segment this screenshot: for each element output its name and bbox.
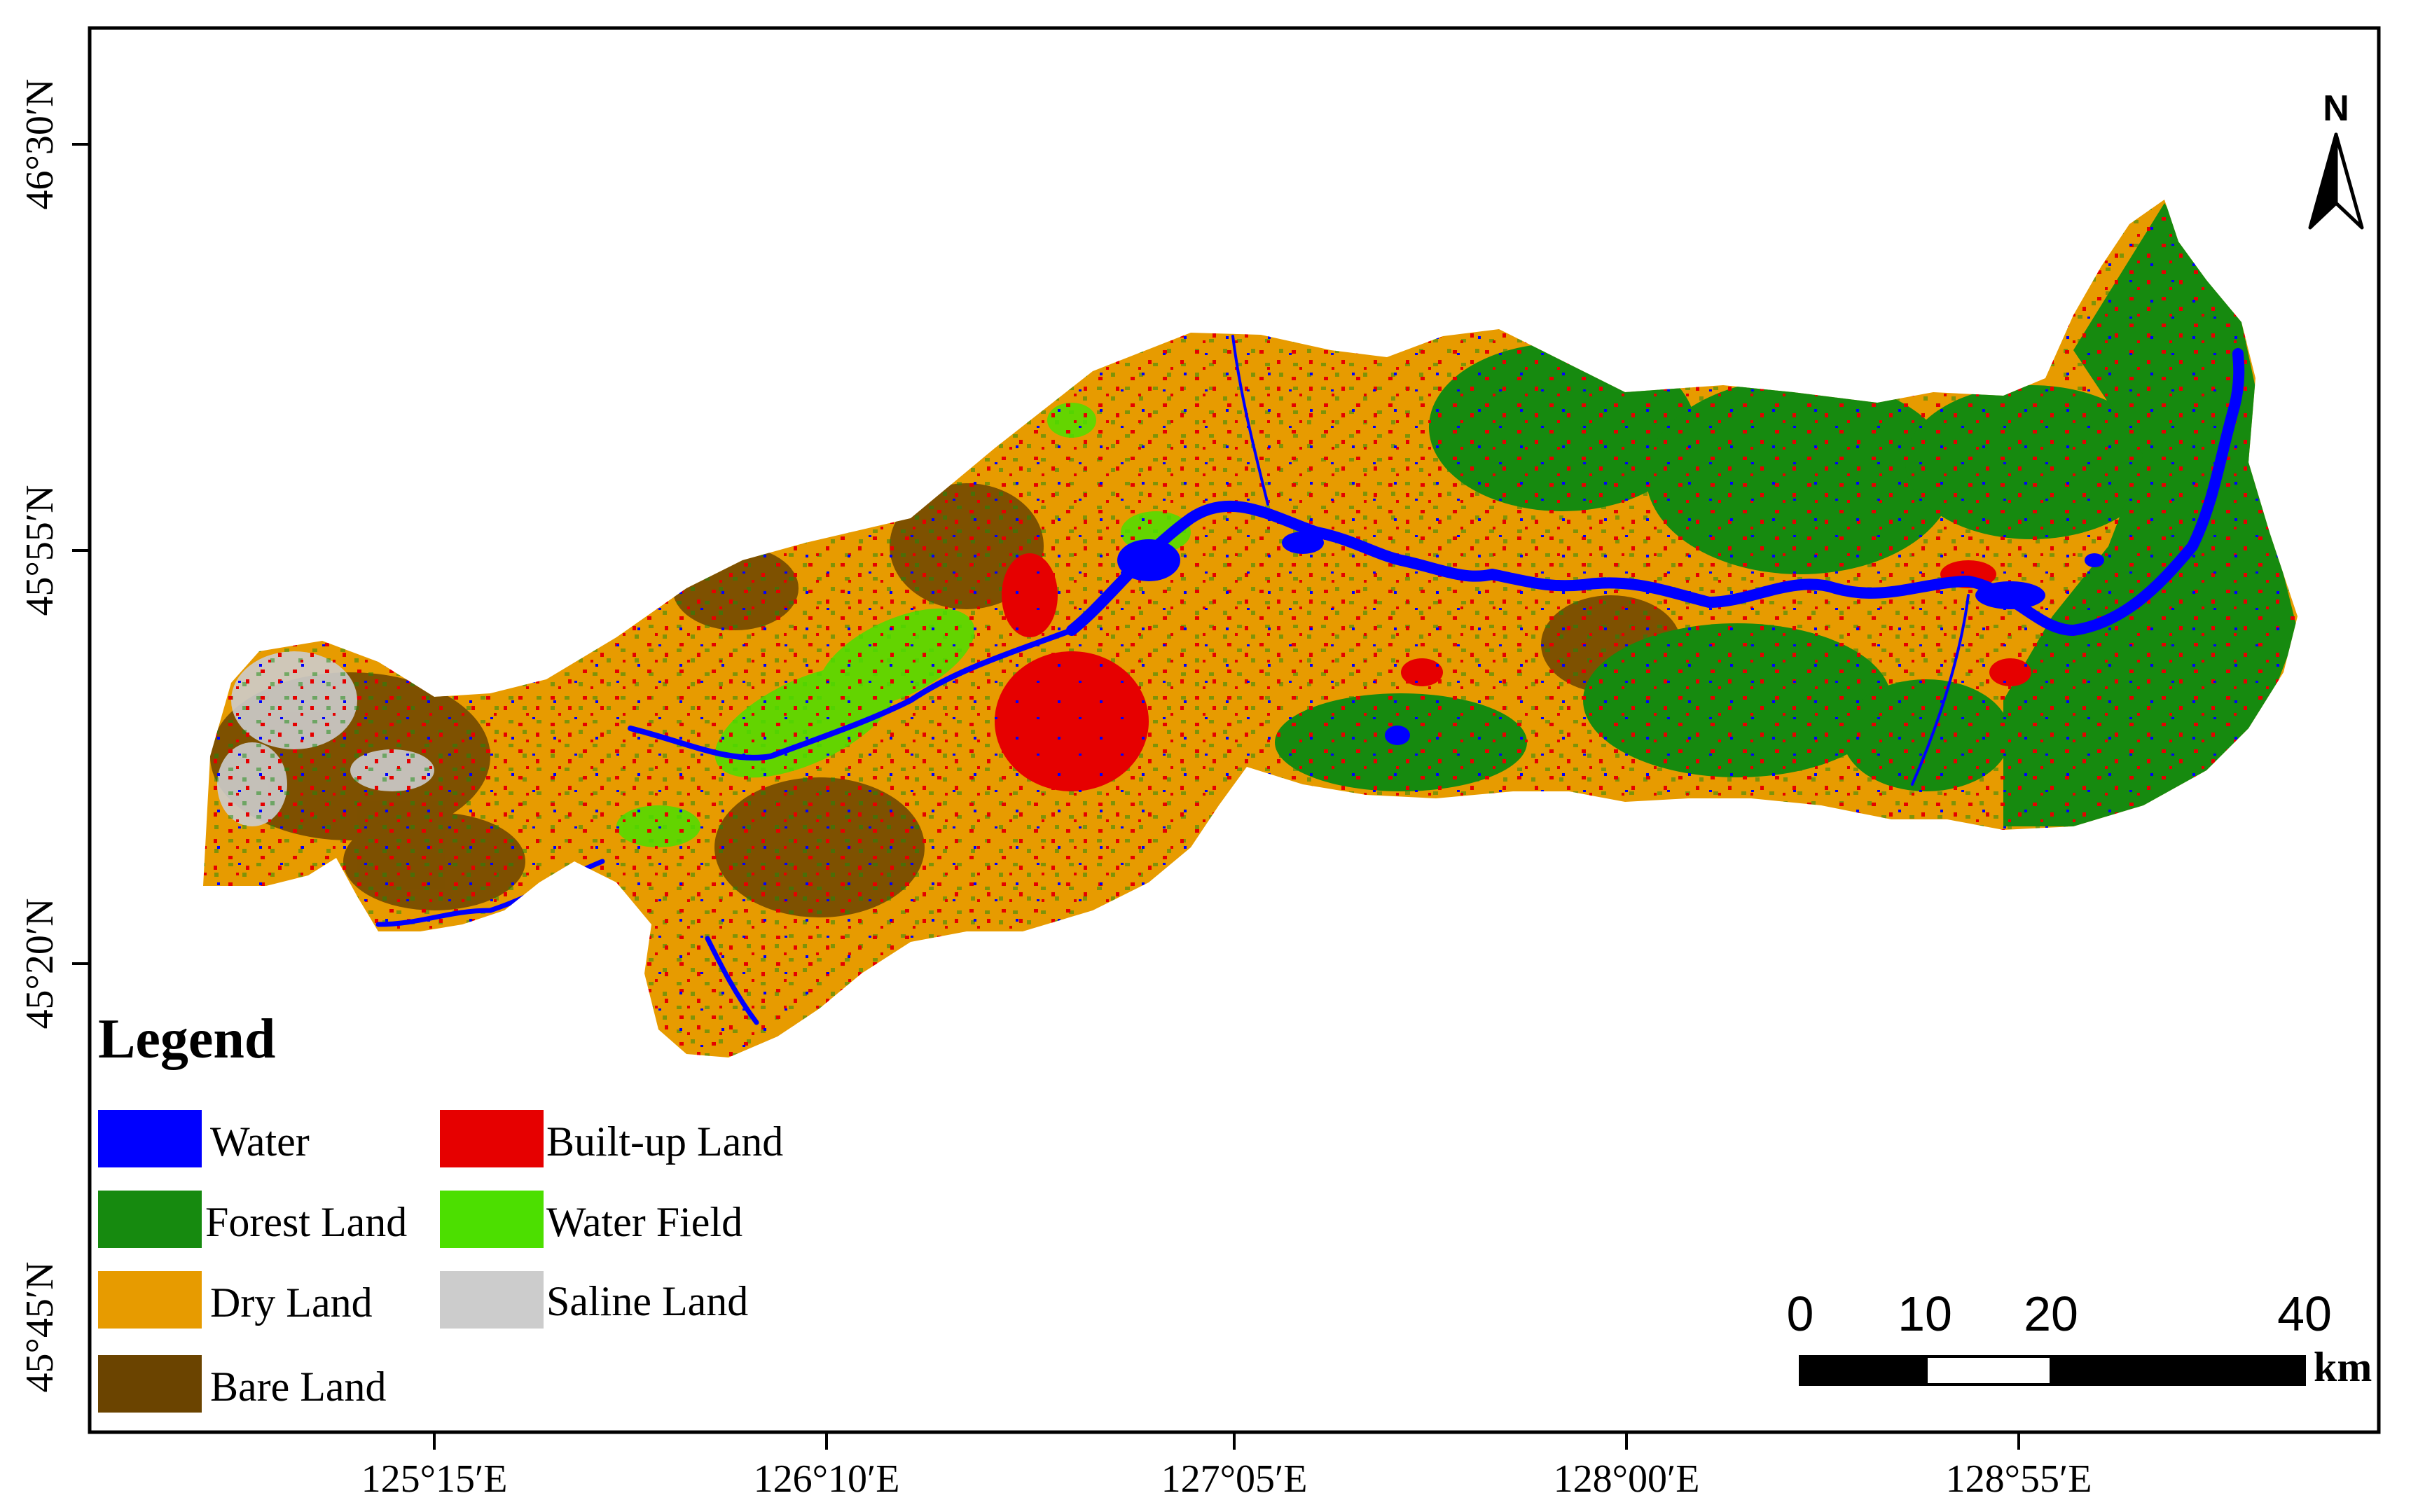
legend-item-bare-land: Bare Land bbox=[98, 1355, 387, 1413]
legend-swatch bbox=[440, 1110, 544, 1167]
scale-tick-label: 0 bbox=[1787, 1286, 1814, 1341]
legend-item-saline-land: Saline Land bbox=[440, 1271, 748, 1329]
y-axis-labels: 46°30′N 45°55′N 45°20′N 45°45′N bbox=[18, 78, 62, 1392]
x-tick-label: 126°10′E bbox=[754, 1457, 900, 1501]
legend-label: Water Field bbox=[546, 1199, 742, 1245]
river-network bbox=[375, 335, 2245, 1025]
x-tick-label: 128°00′E bbox=[1554, 1457, 1700, 1501]
legend-label: Built-up Land bbox=[546, 1118, 783, 1165]
legend-swatch bbox=[98, 1355, 202, 1413]
legend-label: Water bbox=[210, 1118, 310, 1165]
lakes bbox=[1117, 532, 2104, 745]
y-tick-label: 45°20′N bbox=[18, 898, 62, 1029]
scale-segment bbox=[2050, 1355, 2306, 1386]
legend-swatch bbox=[98, 1271, 202, 1329]
legend-item-forest-land: Forest Land bbox=[98, 1191, 407, 1248]
y-tick-label: 45°45′N bbox=[18, 1261, 62, 1392]
legend-swatch bbox=[98, 1191, 202, 1248]
x-tick-label: 125°15′E bbox=[361, 1457, 508, 1501]
legend-swatch bbox=[98, 1110, 202, 1167]
scale-bar: 0 10 20 40 km bbox=[1787, 1286, 2372, 1390]
legend-title: Legend bbox=[98, 1008, 275, 1070]
scale-segment bbox=[1925, 1355, 2052, 1386]
legend-swatch bbox=[440, 1271, 544, 1329]
legend-label: Bare Land bbox=[210, 1364, 387, 1410]
x-tick-label: 128°55′E bbox=[1946, 1457, 2092, 1501]
legend-label: Saline Land bbox=[546, 1278, 748, 1324]
scale-unit: km bbox=[2314, 1344, 2372, 1390]
scale-tick-label: 10 bbox=[1898, 1286, 1952, 1341]
legend-item-built-up-land: Built-up Land bbox=[440, 1110, 783, 1167]
x-tick-label: 127°05′E bbox=[1161, 1457, 1308, 1501]
x-axis-labels: 125°15′E 126°10′E 127°05′E 128°00′E 128°… bbox=[361, 1457, 2092, 1501]
legend-item-water: Water bbox=[98, 1110, 310, 1167]
north-arrow: N bbox=[2308, 88, 2364, 230]
y-tick-label: 46°30′N bbox=[18, 78, 62, 209]
legend: Legend Water Forest Land Dry Land Bare L… bbox=[98, 1008, 783, 1413]
north-arrow-icon bbox=[2308, 132, 2364, 230]
scale-tick-label: 20 bbox=[2024, 1286, 2078, 1341]
legend-item-water-field: Water Field bbox=[440, 1191, 742, 1248]
legend-label: Forest Land bbox=[205, 1199, 407, 1245]
legend-item-dry-land: Dry Land bbox=[98, 1271, 373, 1329]
north-label: N bbox=[2323, 88, 2349, 129]
axis-ticks bbox=[72, 143, 2020, 1450]
legend-swatch bbox=[440, 1191, 544, 1248]
y-tick-label: 45°55′N bbox=[18, 485, 62, 616]
legend-label: Dry Land bbox=[210, 1279, 373, 1326]
scale-tick-label: 40 bbox=[2277, 1286, 2332, 1341]
scale-segment bbox=[1799, 1355, 1928, 1386]
